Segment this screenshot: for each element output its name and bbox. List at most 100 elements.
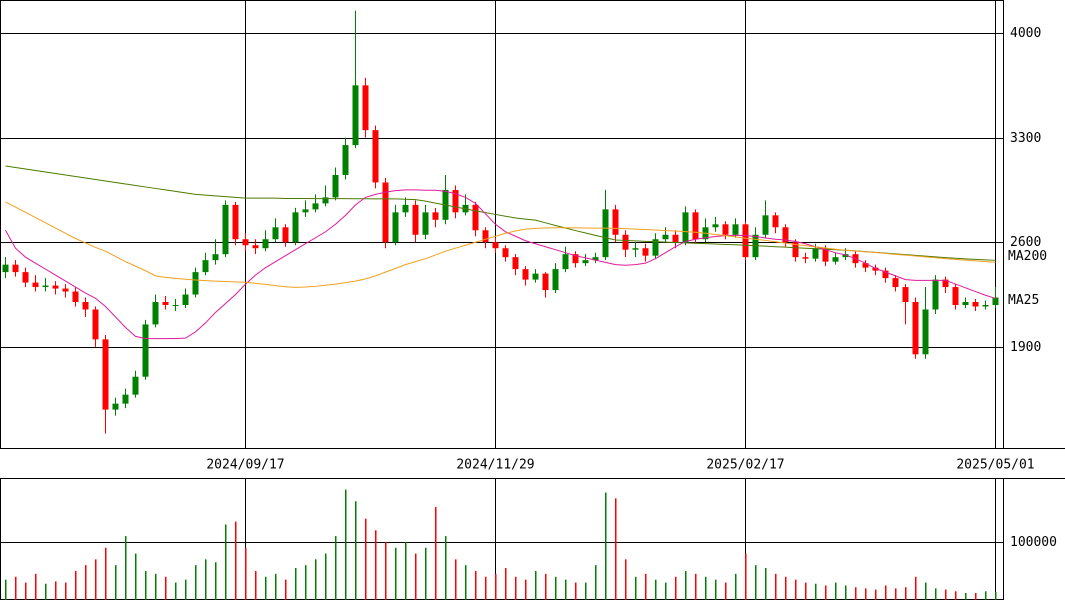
volume-bar: [65, 582, 67, 600]
volume-bar: [775, 573, 777, 600]
volume-bar: [965, 593, 967, 600]
volume-bar: [975, 593, 977, 600]
volume-bar: [295, 568, 297, 600]
volume-bar: [745, 553, 747, 600]
volume-bar: [455, 559, 457, 600]
volume-bar: [495, 573, 497, 600]
volume-bar: [505, 568, 507, 600]
volume-bar: [875, 589, 877, 600]
volume-bar: [205, 559, 207, 600]
candle-body: [72, 291, 79, 303]
candle-body: [572, 254, 579, 264]
candle-body: [552, 269, 559, 291]
candle-body: [622, 234, 629, 250]
candle-body: [132, 376, 139, 395]
volume-bar: [935, 588, 937, 600]
candle-body: [412, 204, 419, 235]
volume-bar: [305, 565, 307, 600]
x-tick-label: 2025/05/01: [956, 458, 1034, 473]
candle-body: [782, 227, 789, 243]
volume-bar: [275, 573, 277, 600]
volume-bar: [735, 573, 737, 600]
candle-body: [772, 215, 779, 228]
candle-body: [392, 212, 399, 243]
volume-bar: [365, 518, 367, 600]
volume-bar: [655, 579, 657, 600]
volume-bar: [765, 568, 767, 600]
candle-body: [82, 302, 89, 310]
y-tick-label: 4000: [1010, 26, 1041, 41]
candle-body: [932, 279, 939, 310]
volume-bar: [355, 501, 357, 600]
volume-bar: [665, 582, 667, 600]
candle-body: [112, 403, 119, 410]
candle-body: [742, 224, 749, 258]
candle-body: [142, 324, 149, 377]
volume-bar: [175, 582, 177, 600]
candle-body: [892, 278, 899, 288]
candle-body: [262, 239, 269, 249]
candle-body: [292, 212, 299, 243]
volume-bar: [115, 565, 117, 600]
volume-bar: [385, 541, 387, 600]
volume-bar: [545, 573, 547, 600]
volume-bar: [755, 565, 757, 600]
candle-body: [592, 257, 599, 261]
volume-bar: [245, 547, 247, 600]
volume-bar: [375, 530, 377, 600]
volume-bar: [525, 579, 527, 600]
candle-body: [662, 234, 669, 240]
volume-bar: [575, 582, 577, 600]
volume-bar: [585, 582, 587, 600]
candle-body: [372, 130, 379, 183]
candle-body: [862, 263, 869, 268]
volume-bar: [835, 582, 837, 600]
volume-bar: [155, 573, 157, 600]
volume-bar: [465, 565, 467, 600]
volume-bar: [995, 591, 997, 600]
candle-body: [42, 285, 49, 288]
legend-label: MA25: [1008, 293, 1039, 308]
candle-body: [62, 288, 69, 292]
volume-bar: [285, 579, 287, 600]
volume-bar: [85, 565, 87, 600]
x-tick-label: 2024/09/17: [206, 458, 284, 473]
volume-bar: [695, 573, 697, 600]
candle-body: [102, 339, 109, 410]
volume-bar: [405, 541, 407, 600]
volume-bar: [925, 582, 927, 600]
candle-body: [22, 272, 29, 283]
volume-bar: [325, 553, 327, 600]
volume-bar: [845, 585, 847, 600]
candle-body: [2, 264, 9, 273]
candle-body: [482, 230, 489, 243]
candle-body: [332, 174, 339, 198]
candle-body: [802, 257, 809, 259]
volume-bar: [435, 507, 437, 600]
candle-body: [792, 242, 799, 258]
candle-body: [522, 269, 529, 280]
candle-body: [352, 85, 359, 146]
volume-bar: [945, 589, 947, 600]
candle-body: [842, 254, 849, 258]
volume-bar: [15, 576, 17, 600]
volume-bar: [135, 553, 137, 600]
volume-bar: [705, 576, 707, 600]
volume-bar: [785, 576, 787, 600]
candle-body: [732, 224, 739, 235]
candle-body: [232, 204, 239, 240]
volume-bar: [225, 524, 227, 600]
y-tick-label: 1900: [1010, 340, 1041, 355]
volume-bar: [445, 536, 447, 600]
candle-body: [942, 279, 949, 288]
y-tick-label: 3300: [1010, 131, 1041, 146]
candle-body: [672, 234, 679, 243]
candle-body: [212, 254, 219, 261]
candle-body: [822, 248, 829, 262]
candle-body: [632, 248, 639, 250]
candle-body: [812, 248, 819, 259]
volume-bar: [415, 553, 417, 600]
volume-bar: [595, 565, 597, 600]
candle-body: [192, 272, 199, 295]
